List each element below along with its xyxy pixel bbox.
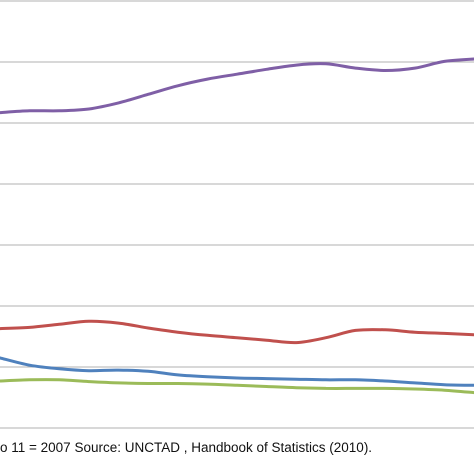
series-line-1: [0, 59, 474, 113]
source-caption: o 11 = 2007 Source: UNCTAD , Handbook of…: [0, 440, 474, 455]
series-line-2: [0, 321, 474, 342]
gridlines: [0, 1, 474, 428]
series-lines: [0, 59, 474, 393]
